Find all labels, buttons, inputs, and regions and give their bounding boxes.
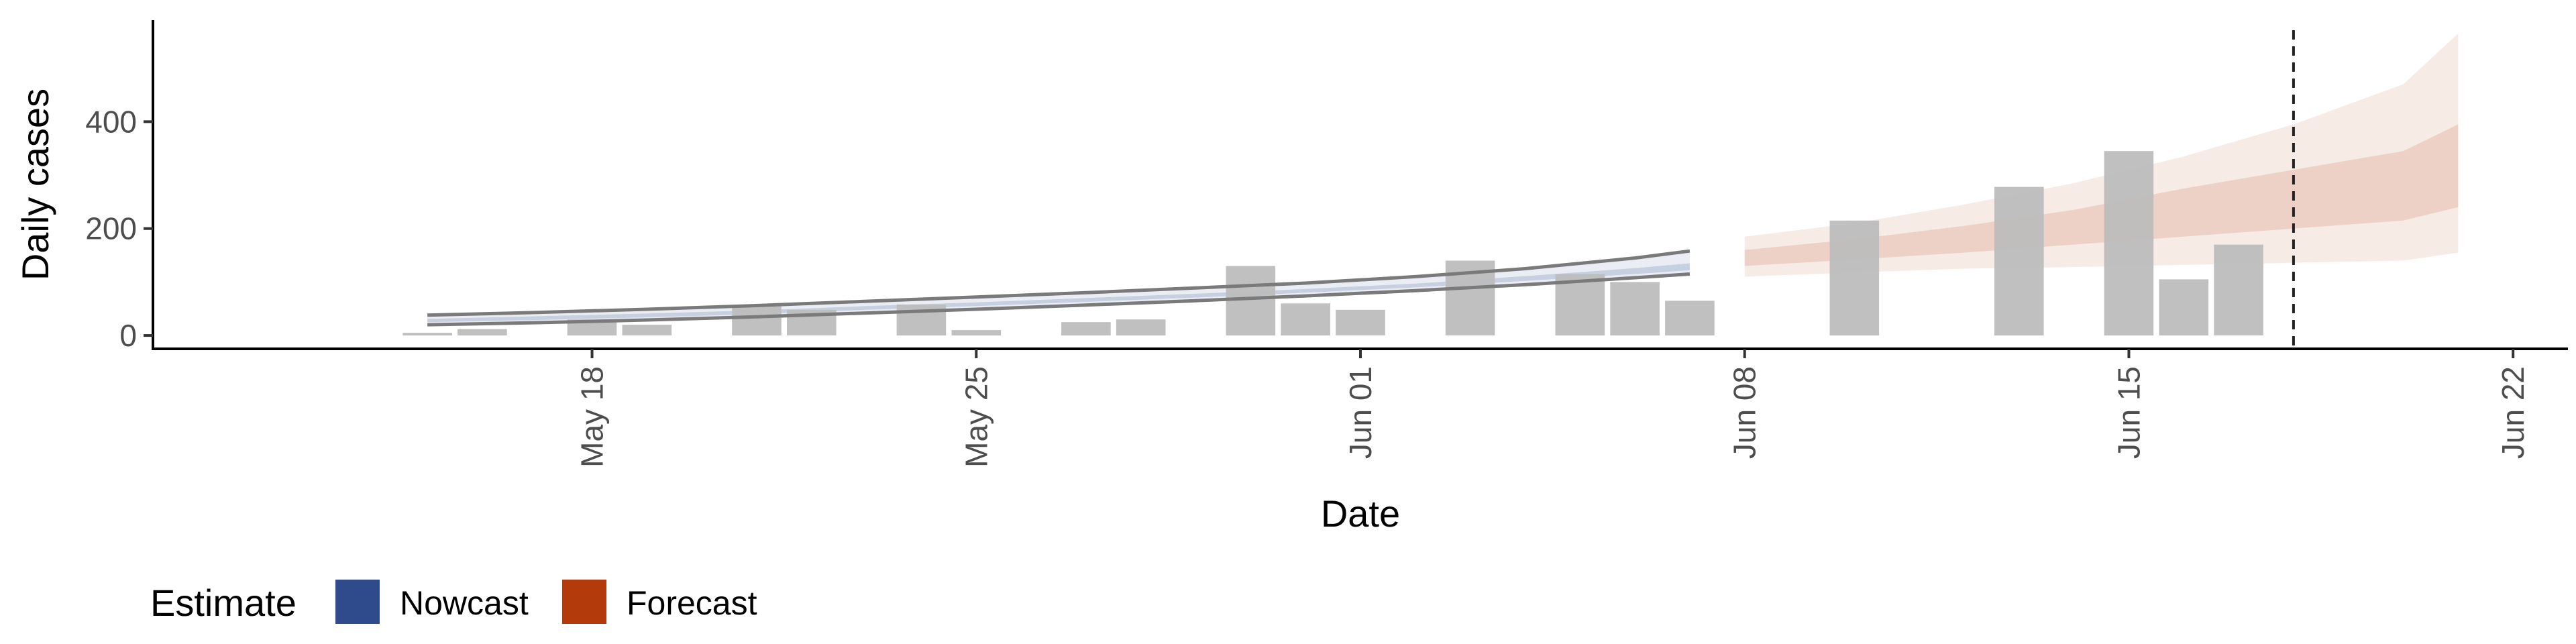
legend-title: Estimate (150, 582, 297, 624)
case-bar (402, 333, 452, 336)
legend-swatch-forecast (562, 580, 606, 624)
legend-label-nowcast: Nowcast (400, 584, 529, 622)
x-tick-label: May 18 (575, 366, 610, 468)
case-bar (458, 329, 507, 336)
x-tick-label: Jun 15 (2112, 366, 2147, 459)
x-tick-label: Jun 22 (2496, 366, 2530, 459)
case-bar (2159, 279, 2209, 336)
case-bar (732, 306, 782, 336)
y-tick-label: 200 (85, 211, 137, 246)
axis-ticks: 0 200 400 May 18 May 25 Jun 01 Jun 08 Jun 15 Jun… (85, 104, 2530, 467)
case-bar (1116, 319, 1166, 336)
nowcast-band-90 (427, 251, 1690, 325)
legend-swatch-nowcast (335, 580, 380, 624)
nowcast-band-50 (427, 263, 1690, 323)
forecast-bands (1744, 33, 2459, 277)
nowcast-upper-line (427, 249, 1690, 317)
x-tick-label: May 25 (959, 366, 994, 468)
case-bar (1994, 186, 2044, 336)
case-bar (1336, 309, 1385, 335)
case-bar (622, 325, 672, 335)
x-tick-label: Jun 08 (1727, 366, 1762, 459)
case-bar (1226, 266, 1276, 336)
x-axis-title: Date (1321, 492, 1400, 535)
x-tick-label: Jun 01 (1343, 366, 1378, 459)
case-bar (2214, 244, 2263, 335)
case-bar (951, 330, 1002, 336)
forecast-band-50 (1744, 124, 2459, 266)
case-bar (1281, 303, 1330, 336)
forecast-band-90 (1744, 33, 2459, 277)
case-bar (1829, 220, 1880, 336)
case-bar (2104, 151, 2154, 336)
case-bar (1665, 301, 1715, 336)
legend: Estimate Nowcast Forecast (150, 580, 757, 624)
legend-label-forecast: Forecast (627, 584, 757, 622)
case-bar (1061, 322, 1111, 336)
nowcast-lower-line (427, 272, 1690, 327)
nowcast-bands (427, 251, 1690, 325)
case-bar (1610, 282, 1660, 336)
y-tick-label: 0 (119, 318, 137, 353)
y-axis-title: Daily cases (14, 89, 56, 280)
case-bar (567, 319, 617, 336)
nowcast-interval-lines (427, 249, 1690, 327)
y-tick-label: 400 (85, 104, 137, 139)
case-bar (1555, 274, 1605, 336)
